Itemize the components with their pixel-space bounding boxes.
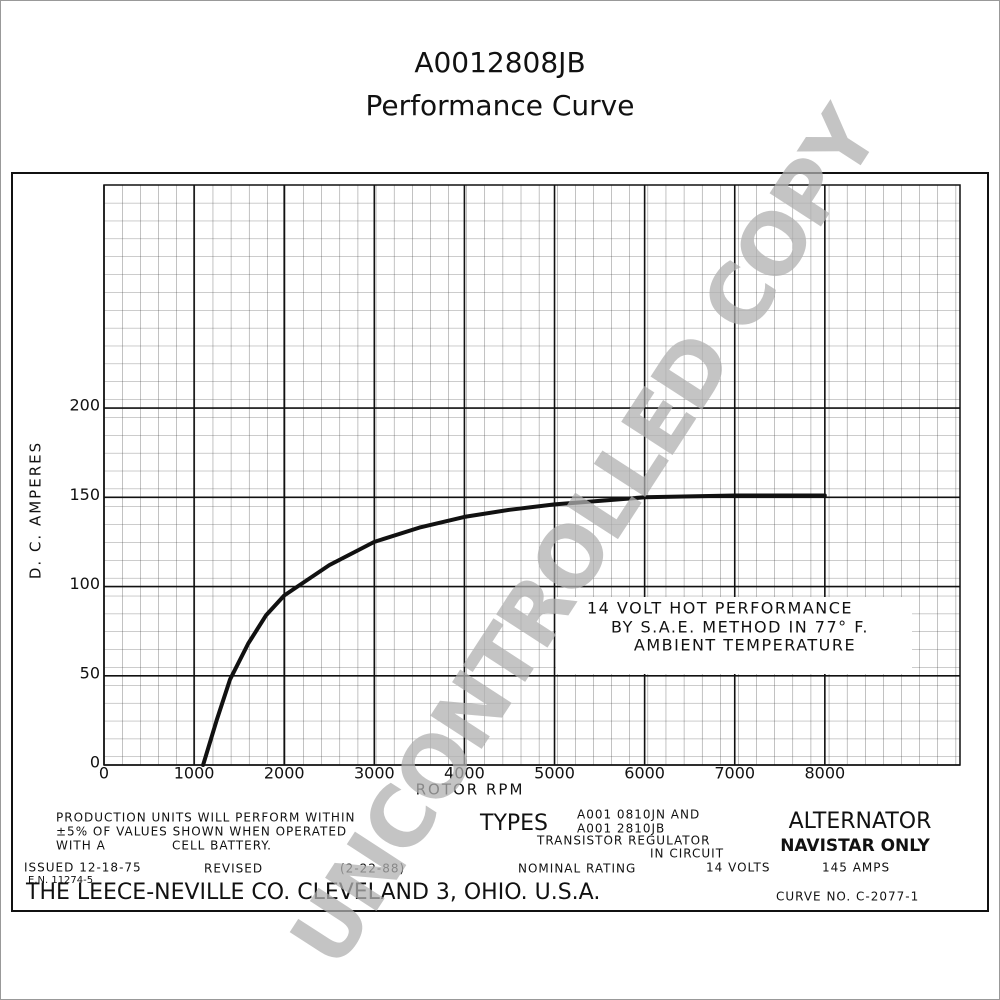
product: ALTERNATOR [789,809,932,834]
data-line [201,493,827,767]
revised: REVISED [204,862,263,876]
issued: ISSUED 12-18-75 [24,861,142,875]
chart-title: A0012808JB [414,46,585,79]
y-tick-label: 150 [69,485,100,504]
x-tick-label: 6000 [624,764,665,783]
types-label: TYPES [479,811,548,836]
x-tick-label: 3000 [354,764,395,783]
type: A001 0810JN AND [577,808,700,822]
type: A001 2810JB [577,822,665,836]
rating-label: NOMINAL RATING [518,862,636,876]
regulator: TRANSISTOR REGULATOR [536,834,710,848]
footer-note: WITH A [56,839,106,853]
y-tick-label: 100 [69,574,100,593]
volts: 14 VOLTS [706,861,771,875]
footer-note: ±5% OF VALUES SHOWN WHEN OPERATED [56,825,347,839]
annotation: BY S.A.E. METHOD IN 77° F. [611,618,869,637]
regulator: IN CIRCUIT [650,847,724,861]
annotation-box [556,597,912,674]
footer-note: PRODUCTION UNITS WILL PERFORM WITHIN [56,811,355,825]
footer-note: CELL BATTERY. [172,839,272,853]
x-tick-label: 1000 [174,764,215,783]
annotation: AMBIENT TEMPERATURE [634,636,856,655]
y-tick-label: 50 [80,663,100,682]
y-axis-label: D. C. AMPERES [27,441,45,579]
chart-subtitle: Performance Curve [366,89,635,122]
annotation: 14 VOLT HOT PERFORMANCE [587,599,853,618]
curve-number: CURVE NO. C-2077-1 [776,890,919,904]
x-tick-label: 4000 [444,764,485,783]
y-tick-label: 200 [69,396,100,415]
y-tick-label: 0 [90,753,100,772]
amps: 145 AMPS [822,861,890,875]
sheet-frame [11,172,989,912]
x-tick-label: 7000 [714,764,755,783]
product: NAVISTAR ONLY [780,836,930,856]
x-tick-label: 5000 [534,764,575,783]
x-tick-label: 0 [99,764,109,783]
revised-date: (2-22-88) [340,862,405,876]
x-axis-label: ROTOR RPM [416,781,525,799]
x-tick-label: 8000 [804,764,845,783]
en-number: E.N. 11274-5 [28,875,93,886]
x-tick-label: 2000 [264,764,305,783]
company: THE LEECE-NEVILLE CO. CLEVELAND 3, OHIO.… [25,880,600,905]
